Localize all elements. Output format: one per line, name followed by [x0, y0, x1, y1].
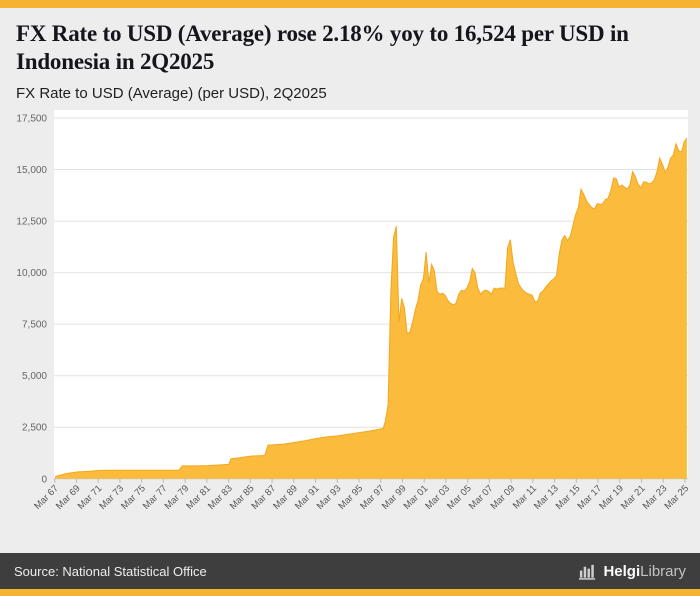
logo-text-bold: Helgi [603, 562, 641, 580]
chart-header: FX Rate to USD (Average) rose 2.18% yoy … [0, 8, 700, 106]
footer-bar: Source: National Statistical Office Helg… [0, 553, 700, 589]
svg-text:10,000: 10,000 [16, 268, 47, 279]
svg-text:Mar 25: Mar 25 [662, 483, 691, 512]
svg-text:5,000: 5,000 [22, 371, 47, 382]
svg-text:2,500: 2,500 [22, 423, 47, 434]
logo-text: HelgiLibrary [603, 563, 686, 580]
svg-text:0: 0 [41, 474, 47, 485]
helgi-library-logo[interactable]: HelgiLibrary [578, 562, 686, 581]
top-accent-bar [0, 0, 700, 8]
svg-text:15,000: 15,000 [16, 165, 47, 176]
chart-title: FX Rate to USD (Average) rose 2.18% yoy … [16, 21, 629, 75]
helgi-logo-icon [579, 564, 596, 580]
svg-text:Mar 09: Mar 09 [489, 483, 518, 512]
bottom-accent-bar [0, 589, 700, 596]
logo-text-light: Library [640, 562, 686, 580]
svg-text:17,500: 17,500 [16, 114, 47, 125]
chart-plot-area: 0 2,500 5,000 7,500 10,000 12,500 15,000 17,500… [0, 106, 700, 553]
chart-subtitle: FX Rate to USD (Average) (per USD), 2Q20… [16, 85, 327, 103]
source-label: Source: National Statistical Office [14, 563, 207, 579]
svg-text:12,500: 12,500 [16, 217, 47, 228]
fx-rate-area-chart: 0 2,500 5,000 7,500 10,000 12,500 15,000 17,500… [16, 110, 691, 512]
svg-text:7,500: 7,500 [22, 320, 47, 331]
